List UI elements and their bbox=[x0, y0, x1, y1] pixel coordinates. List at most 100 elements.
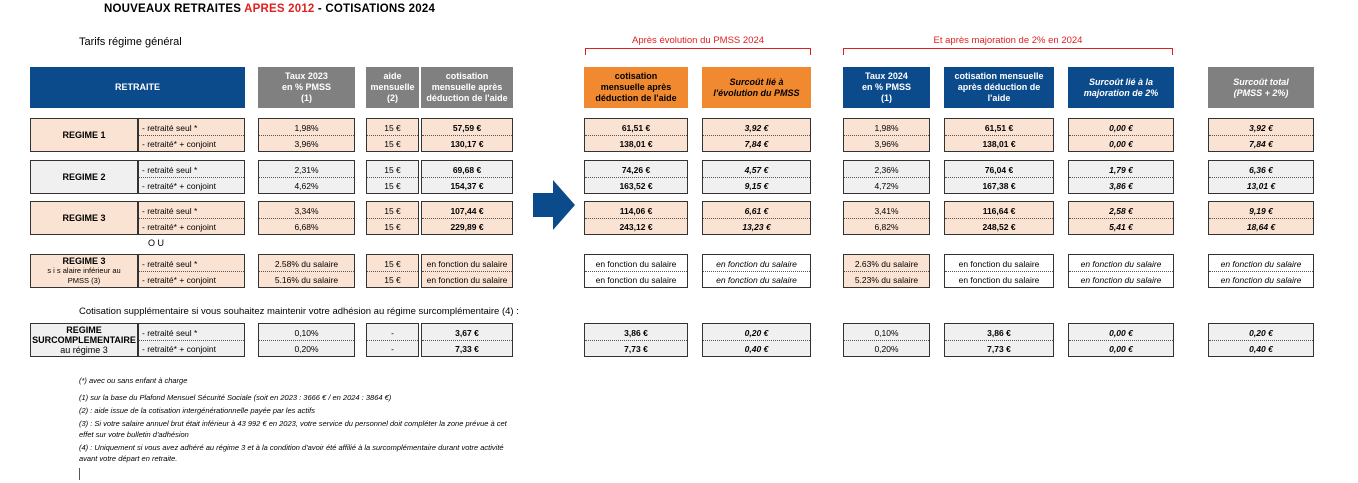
beneficiary-label: - retraité seul * bbox=[139, 162, 244, 178]
value-cell: 15 € bbox=[367, 120, 418, 136]
group-label-pmss: Après évolution du PMSS 2024 bbox=[631, 35, 765, 46]
value-cell: 76,04 € bbox=[945, 162, 1053, 178]
regime-name: REGIME SURCOMPLEMENTAIRE au régime 3 bbox=[30, 323, 138, 357]
value-cell: 0,00 € bbox=[1069, 325, 1173, 341]
header-taux-2023: Taux 2023 en % PMSS (1) bbox=[258, 67, 355, 108]
beneficiary-labels: - retraité seul * - retraité* + conjoint bbox=[138, 254, 245, 288]
header-aide: aide mensuelle (2) bbox=[366, 67, 419, 108]
regime-subtitle: s i s alaire inférieur au PMSS (3) bbox=[47, 266, 121, 285]
beneficiary-label: - retraité* + conjoint bbox=[142, 222, 216, 232]
group-label-majoration: Et après majoration de 2% en 2024 bbox=[933, 35, 1083, 46]
value-cell: 7,73 € bbox=[624, 344, 648, 354]
value-box-c24: en fonction du salaire en fonction du sal… bbox=[944, 254, 1054, 288]
header-retraite: RETRAITE bbox=[30, 67, 245, 108]
ou-separator: O U bbox=[148, 238, 165, 248]
value-cell: en fonction du salaire bbox=[703, 256, 810, 272]
regime-name: REGIME 3 bbox=[30, 201, 138, 235]
value-cell: 15 € bbox=[384, 181, 401, 191]
beneficiary-labels: - retraité seul * - retraité* + conjoint bbox=[138, 323, 245, 357]
footnote: effet sur votre bulletin d'adhésion bbox=[79, 430, 189, 439]
value-box-c23: 57,59 € 130,17 € bbox=[421, 118, 513, 152]
beneficiary-label: - retraité seul * bbox=[139, 120, 244, 136]
regime-name: REGIME 2 bbox=[30, 160, 138, 194]
value-cell: 61,51 € bbox=[945, 120, 1053, 136]
value-box-sp: 4,57 € 9,15 € bbox=[702, 160, 811, 194]
value-cell: 0,10% bbox=[844, 325, 929, 341]
value-box-cp: 74,26 € 163,52 € bbox=[584, 160, 688, 194]
value-box-t23: 2,31% 4,62% bbox=[258, 160, 355, 194]
value-cell: 0,20 € bbox=[703, 325, 810, 341]
value-box-aide: 15 € 15 € bbox=[366, 118, 419, 152]
value-cell: 5,41 € bbox=[1109, 222, 1133, 232]
value-cell: 3,86 € bbox=[945, 325, 1053, 341]
value-cell: 15 € bbox=[367, 162, 418, 178]
value-cell: 0,00 € bbox=[1109, 139, 1133, 149]
beneficiary-label: - retraité* + conjoint bbox=[142, 344, 216, 354]
value-cell: 3,86 € bbox=[585, 325, 687, 341]
value-box-cp: 3,86 € 7,73 € bbox=[584, 323, 688, 357]
value-cell: 4,72% bbox=[874, 181, 899, 191]
value-cell: 130,17 € bbox=[450, 139, 484, 149]
value-cell: 6,82% bbox=[874, 222, 899, 232]
value-box-t24: 2,36% 4,72% bbox=[843, 160, 930, 194]
value-cell: en fonction du salaire bbox=[422, 256, 512, 272]
value-box-sp: 6,61 € 13,23 € bbox=[702, 201, 811, 235]
value-box-sp: 0,20 € 0,40 € bbox=[702, 323, 811, 357]
header-cotisation-2023: cotisation mensuelle après déduction de … bbox=[421, 67, 513, 108]
value-cell: - bbox=[367, 325, 418, 341]
value-cell: 2,36% bbox=[844, 162, 929, 178]
value-cell: 0,20% bbox=[294, 344, 319, 354]
value-cell: 7,33 € bbox=[455, 344, 479, 354]
value-cell: 2.63% du salaire bbox=[844, 256, 929, 272]
value-box-c24: 76,04 € 167,38 € bbox=[944, 160, 1054, 194]
value-cell: 0,20 € bbox=[1209, 325, 1313, 341]
value-box-t23: 3,34% 6,68% bbox=[258, 201, 355, 235]
value-cell: en fonction du salaire bbox=[1069, 256, 1173, 272]
value-cell: 3,96% bbox=[874, 139, 899, 149]
value-cell: 248,52 € bbox=[982, 222, 1016, 232]
value-cell: 0,40 € bbox=[744, 344, 769, 354]
value-box-t23: 0,10% 0,20% bbox=[258, 323, 355, 357]
value-box-st: 9,19 € 18,64 € bbox=[1208, 201, 1314, 235]
value-cell: 3,34% bbox=[259, 203, 354, 219]
value-cell: 107,44 € bbox=[422, 203, 512, 219]
value-cell: 4,62% bbox=[294, 181, 319, 191]
footnote: (*) avec ou sans enfant à charge bbox=[79, 376, 188, 385]
header-surcout-total: Surcoût total (PMSS + 2%) bbox=[1208, 67, 1314, 108]
value-box-cp: 61,51 € 138,01 € bbox=[584, 118, 688, 152]
value-cell: 0,00 € bbox=[1109, 344, 1133, 354]
value-cell: 163,52 € bbox=[619, 181, 653, 191]
value-cell: 5.16% du salaire bbox=[274, 275, 339, 285]
value-cell: en fonction du salaire bbox=[595, 275, 677, 285]
header-cotisation-2024: cotisation mensuelle après déduction de … bbox=[944, 67, 1054, 108]
value-cell: 74,26 € bbox=[585, 162, 687, 178]
value-cell: 0,00 € bbox=[1069, 120, 1173, 136]
group-bracket-pmss bbox=[585, 48, 811, 55]
value-cell: 7,73 € bbox=[987, 344, 1011, 354]
value-box-sp: en fonction du salaire en fonction du sal… bbox=[702, 254, 811, 288]
value-box-t23: 2.58% du salaire 5.16% du salaire bbox=[258, 254, 355, 288]
value-cell: 15 € bbox=[384, 139, 401, 149]
value-cell: en fonction du salaire bbox=[945, 256, 1053, 272]
value-cell: 0,40 € bbox=[1249, 344, 1273, 354]
value-cell: 13,23 € bbox=[742, 222, 771, 232]
page-title: NOUVEAUX RETRAITES APRES 2012 - COTISATI… bbox=[104, 3, 436, 15]
value-cell: 9,19 € bbox=[1209, 203, 1313, 219]
value-cell: 3,86 € bbox=[1109, 181, 1133, 191]
footnote: (1) sur la base du Plafond Mensuel Sécur… bbox=[79, 393, 392, 402]
value-box-t24: 3,41% 6,82% bbox=[843, 201, 930, 235]
regime-title: REGIME SURCOMPLEMENTAIRE bbox=[32, 325, 136, 345]
value-cell: 1,79 € bbox=[1069, 162, 1173, 178]
footnote: avant votre départ en retraite. bbox=[79, 454, 178, 463]
beneficiary-label: - retraité* + conjoint bbox=[142, 181, 216, 191]
beneficiary-label: - retraité seul * bbox=[139, 325, 244, 341]
value-cell: 3,41% bbox=[844, 203, 929, 219]
regime-name: REGIME 1 bbox=[30, 118, 138, 152]
value-box-t24: 2.63% du salaire 5.23% du salaire bbox=[843, 254, 930, 288]
value-box-sm: en fonction du salaire en fonction du sal… bbox=[1068, 254, 1174, 288]
group-bracket-majoration bbox=[843, 48, 1173, 55]
beneficiary-label: - retraité seul * bbox=[139, 256, 244, 272]
value-cell: 1,98% bbox=[844, 120, 929, 136]
value-cell: 114,06 € bbox=[585, 203, 687, 219]
